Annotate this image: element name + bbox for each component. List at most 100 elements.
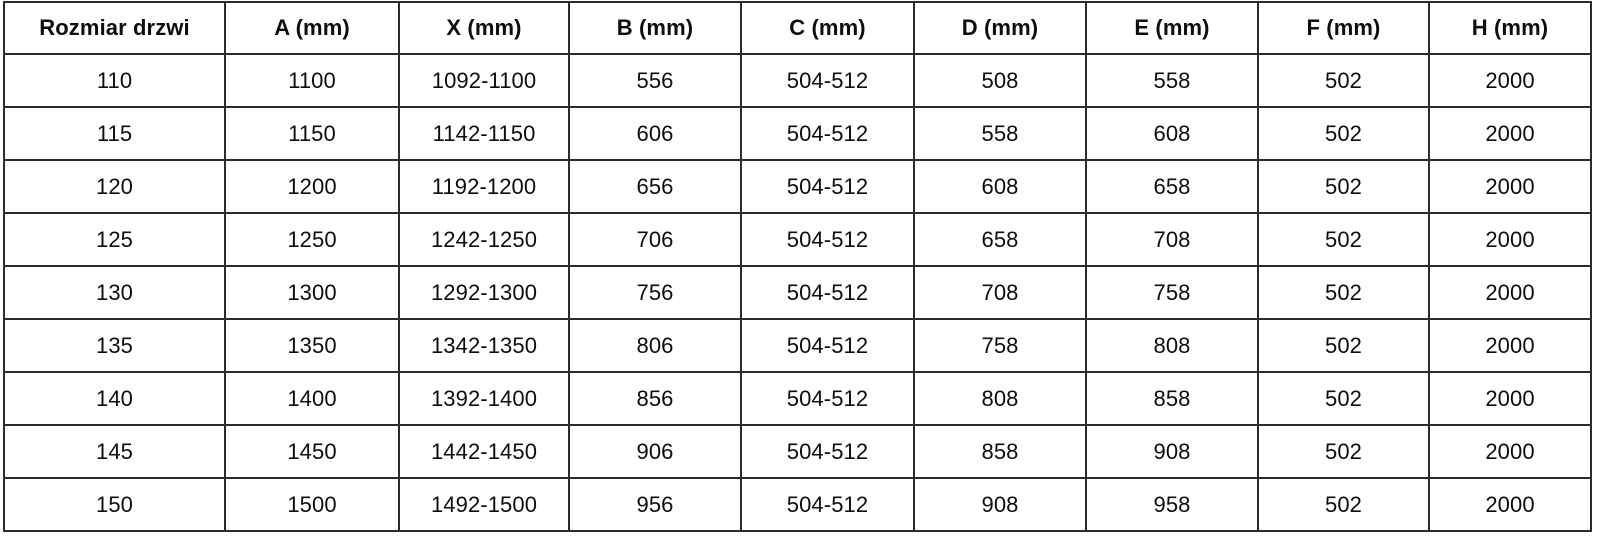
table-cell-r1-c0: 115 xyxy=(3,106,226,161)
table-row: 135 1350 1342-1350 806 504-512 758 808 502 2000 xyxy=(3,318,1592,373)
table-container: Rozmiar drzwi A (mm) X (mm) B (mm) C (mm) D (… xyxy=(3,1,1592,532)
table-cell-r1-c4: 504-512 xyxy=(740,106,915,161)
table-cell-r4-c5: 708 xyxy=(913,265,1087,320)
table-cell-r2-c8: 2000 xyxy=(1428,159,1592,214)
table-cell-r6-c0: 140 xyxy=(3,371,226,426)
table-cell-r2-c6: 658 xyxy=(1085,159,1259,214)
column-header-5: D (mm) xyxy=(913,1,1087,55)
table-cell-r1-c5: 558 xyxy=(913,106,1087,161)
table-cell-r4-c0: 130 xyxy=(3,265,226,320)
table-cell-r5-c0: 135 xyxy=(3,318,226,373)
table-cell-r4-c6: 758 xyxy=(1085,265,1259,320)
door-size-specification-table: Rozmiar drzwi A (mm) X (mm) B (mm) C (mm) D (… xyxy=(3,1,1592,532)
table-cell-r8-c8: 2000 xyxy=(1428,477,1592,532)
column-header-0: Rozmiar drzwi xyxy=(3,1,226,55)
column-header-6: E (mm) xyxy=(1085,1,1259,55)
table-row: 110 1100 1092-1100 556 504-512 508 558 502 2000 xyxy=(3,53,1592,108)
table-cell-r6-c6: 858 xyxy=(1085,371,1259,426)
table-cell-r7-c1: 1450 xyxy=(224,424,400,479)
column-header-2: X (mm) xyxy=(398,1,570,55)
table-cell-r0-c6: 558 xyxy=(1085,53,1259,108)
table-cell-r3-c7: 502 xyxy=(1257,212,1430,267)
table-cell-r3-c6: 708 xyxy=(1085,212,1259,267)
table-cell-r0-c3: 556 xyxy=(568,53,742,108)
table-cell-r5-c7: 502 xyxy=(1257,318,1430,373)
table-cell-r5-c2: 1342-1350 xyxy=(398,318,570,373)
table-cell-r5-c8: 2000 xyxy=(1428,318,1592,373)
table-cell-r1-c7: 502 xyxy=(1257,106,1430,161)
table-cell-r8-c0: 150 xyxy=(3,477,226,532)
column-header-3: B (mm) xyxy=(568,1,742,55)
column-header-1: A (mm) xyxy=(224,1,400,55)
table-cell-r0-c2: 1092-1100 xyxy=(398,53,570,108)
table-cell-r7-c3: 906 xyxy=(568,424,742,479)
table-cell-r8-c7: 502 xyxy=(1257,477,1430,532)
table-cell-r3-c8: 2000 xyxy=(1428,212,1592,267)
table-cell-r7-c8: 2000 xyxy=(1428,424,1592,479)
table-cell-r7-c0: 145 xyxy=(3,424,226,479)
table-cell-r5-c5: 758 xyxy=(913,318,1087,373)
table-cell-r1-c2: 1142-1150 xyxy=(398,106,570,161)
table-cell-r6-c1: 1400 xyxy=(224,371,400,426)
table-row: 145 1450 1442-1450 906 504-512 858 908 502 2000 xyxy=(3,424,1592,479)
table-cell-r0-c0: 110 xyxy=(3,53,226,108)
table-cell-r2-c1: 1200 xyxy=(224,159,400,214)
table-cell-r2-c0: 120 xyxy=(3,159,226,214)
table-row: 120 1200 1192-1200 656 504-512 608 658 502 2000 xyxy=(3,159,1592,214)
table-cell-r6-c7: 502 xyxy=(1257,371,1430,426)
table-cell-r6-c5: 808 xyxy=(913,371,1087,426)
table-row: 150 1500 1492-1500 956 504-512 908 958 502 2000 xyxy=(3,477,1592,532)
table-cell-r1-c8: 2000 xyxy=(1428,106,1592,161)
table-row: 115 1150 1142-1150 606 504-512 558 608 502 2000 xyxy=(3,106,1592,161)
column-header-7: F (mm) xyxy=(1257,1,1430,55)
table-row: 125 1250 1242-1250 706 504-512 658 708 502 2000 xyxy=(3,212,1592,267)
table-cell-r8-c3: 956 xyxy=(568,477,742,532)
table-cell-r1-c6: 608 xyxy=(1085,106,1259,161)
table-cell-r3-c2: 1242-1250 xyxy=(398,212,570,267)
table-cell-r3-c0: 125 xyxy=(3,212,226,267)
table-cell-r6-c3: 856 xyxy=(568,371,742,426)
table-cell-r8-c5: 908 xyxy=(913,477,1087,532)
table-cell-r4-c7: 502 xyxy=(1257,265,1430,320)
table-cell-r0-c5: 508 xyxy=(913,53,1087,108)
table-cell-r3-c4: 504-512 xyxy=(740,212,915,267)
table-cell-r0-c4: 504-512 xyxy=(740,53,915,108)
table-row: 140 1400 1392-1400 856 504-512 808 858 502 2000 xyxy=(3,371,1592,426)
table-cell-r3-c1: 1250 xyxy=(224,212,400,267)
table-cell-r7-c4: 504-512 xyxy=(740,424,915,479)
table-cell-r4-c2: 1292-1300 xyxy=(398,265,570,320)
table-cell-r5-c1: 1350 xyxy=(224,318,400,373)
table-cell-r1-c1: 1150 xyxy=(224,106,400,161)
table-cell-r0-c8: 2000 xyxy=(1428,53,1592,108)
table-cell-r2-c7: 502 xyxy=(1257,159,1430,214)
table-cell-r3-c5: 658 xyxy=(913,212,1087,267)
table-cell-r7-c5: 858 xyxy=(913,424,1087,479)
table-cell-r1-c3: 606 xyxy=(568,106,742,161)
table-cell-r6-c8: 2000 xyxy=(1428,371,1592,426)
header-row: Rozmiar drzwi A (mm) X (mm) B (mm) C (mm) D (… xyxy=(3,1,1592,55)
table-cell-r8-c6: 958 xyxy=(1085,477,1259,532)
table-cell-r0-c7: 502 xyxy=(1257,53,1430,108)
table-cell-r4-c4: 504-512 xyxy=(740,265,915,320)
table-cell-r8-c2: 1492-1500 xyxy=(398,477,570,532)
table-header: Rozmiar drzwi A (mm) X (mm) B (mm) C (mm) D (… xyxy=(3,1,1592,55)
table-cell-r7-c2: 1442-1450 xyxy=(398,424,570,479)
column-header-8: H (mm) xyxy=(1428,1,1592,55)
table-cell-r4-c1: 1300 xyxy=(224,265,400,320)
table-cell-r7-c6: 908 xyxy=(1085,424,1259,479)
table-cell-r5-c3: 806 xyxy=(568,318,742,373)
table-cell-r3-c3: 706 xyxy=(568,212,742,267)
table-cell-r5-c6: 808 xyxy=(1085,318,1259,373)
table-cell-r8-c1: 1500 xyxy=(224,477,400,532)
column-header-4: C (mm) xyxy=(740,1,915,55)
table-cell-r2-c2: 1192-1200 xyxy=(398,159,570,214)
table-cell-r5-c4: 504-512 xyxy=(740,318,915,373)
table-cell-r4-c3: 756 xyxy=(568,265,742,320)
table-body: 110 1100 1092-1100 556 504-512 508 558 502 2000 1… xyxy=(3,53,1592,532)
table-cell-r8-c4: 504-512 xyxy=(740,477,915,532)
table-row: 130 1300 1292-1300 756 504-512 708 758 502 2000 xyxy=(3,265,1592,320)
table-cell-r0-c1: 1100 xyxy=(224,53,400,108)
table-cell-r2-c5: 608 xyxy=(913,159,1087,214)
table-cell-r7-c7: 502 xyxy=(1257,424,1430,479)
table-cell-r6-c2: 1392-1400 xyxy=(398,371,570,426)
